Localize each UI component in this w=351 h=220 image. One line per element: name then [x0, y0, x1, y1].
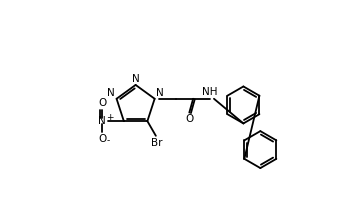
Text: O: O: [98, 134, 106, 144]
Text: O: O: [185, 114, 193, 124]
Text: O: O: [98, 98, 106, 108]
Text: Br: Br: [151, 138, 163, 148]
Text: N: N: [107, 88, 115, 98]
Text: +: +: [106, 113, 114, 122]
Text: NH: NH: [202, 87, 218, 97]
Text: -: -: [106, 136, 110, 145]
Text: N: N: [132, 74, 139, 84]
Text: N: N: [156, 88, 164, 98]
Text: N: N: [98, 116, 106, 126]
